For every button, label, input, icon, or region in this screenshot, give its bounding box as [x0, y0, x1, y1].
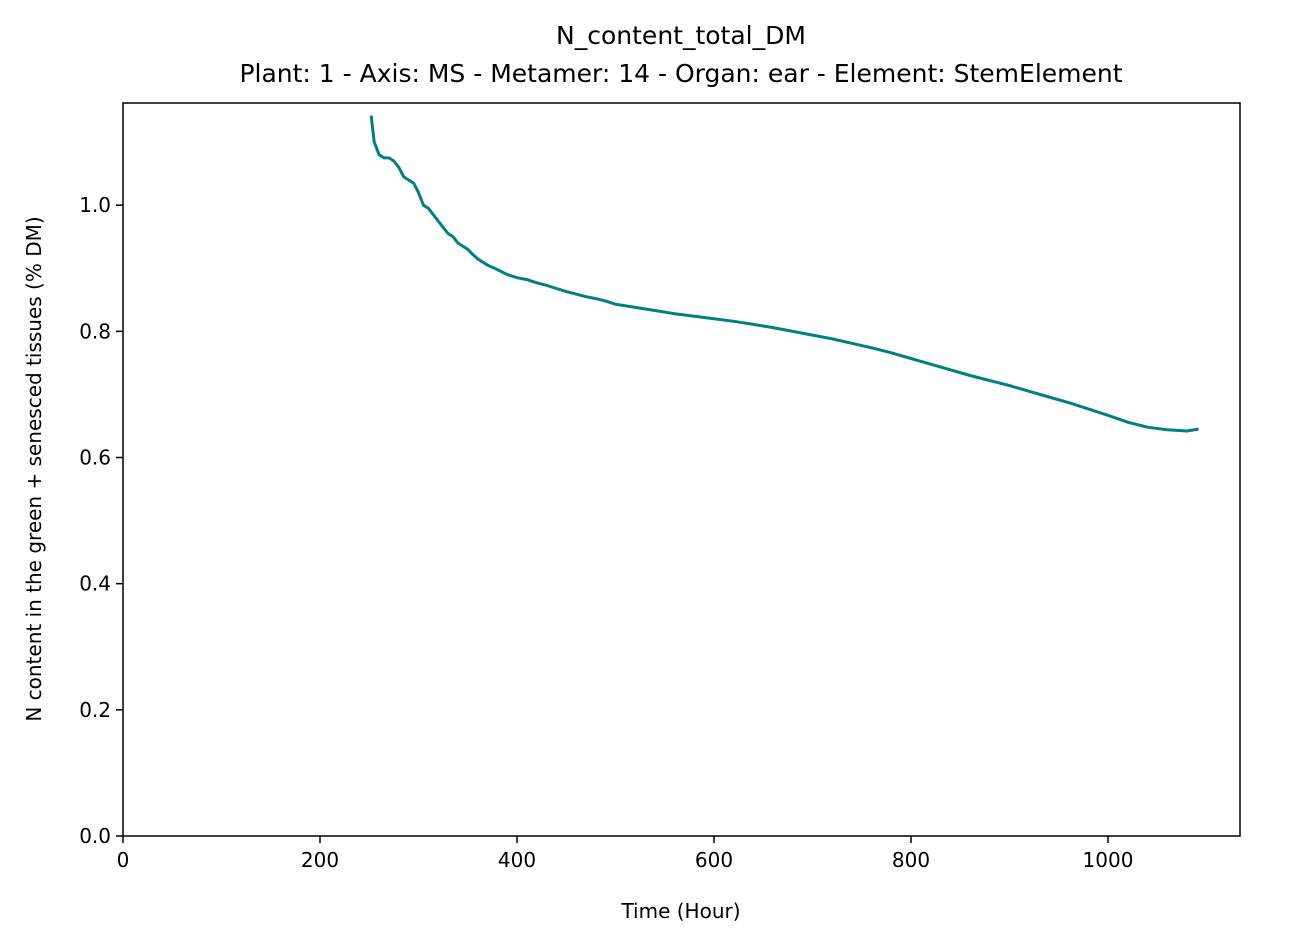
y-tick-label: 1.0: [79, 193, 111, 217]
y-tick-label: 0.4: [79, 572, 111, 596]
x-tick-label: 400: [498, 848, 536, 872]
y-tick-label: 0.6: [79, 446, 111, 470]
x-axis-label: Time (Hour): [620, 899, 740, 923]
x-tick-label: 800: [892, 848, 930, 872]
y-tick-label: 0.8: [79, 319, 111, 343]
x-tick-label: 0: [117, 848, 130, 872]
plot-area: [122, 102, 1241, 837]
x-tick-label: 200: [301, 848, 339, 872]
y-axis-label: N content in the green + senesced tissue…: [22, 216, 46, 721]
plot-frame: [122, 102, 1241, 837]
chart-title: N_content_total_DM: [556, 21, 806, 50]
y-tick-label: 0.2: [79, 698, 111, 722]
series-line: [369, 115, 1199, 433]
y-axis-ticks: 0.0 0.2 0.4 0.6 0.8 1.0: [79, 193, 123, 848]
x-tick-label: 1000: [1083, 848, 1134, 872]
x-axis-ticks: 0 200 400 600 800 1000: [117, 836, 1134, 872]
y-tick-label: 0.0: [79, 824, 111, 848]
x-tick-label: 600: [695, 848, 733, 872]
chart-subtitle: Plant: 1 - Axis: MS - Metamer: 14 - Orga…: [239, 59, 1122, 88]
